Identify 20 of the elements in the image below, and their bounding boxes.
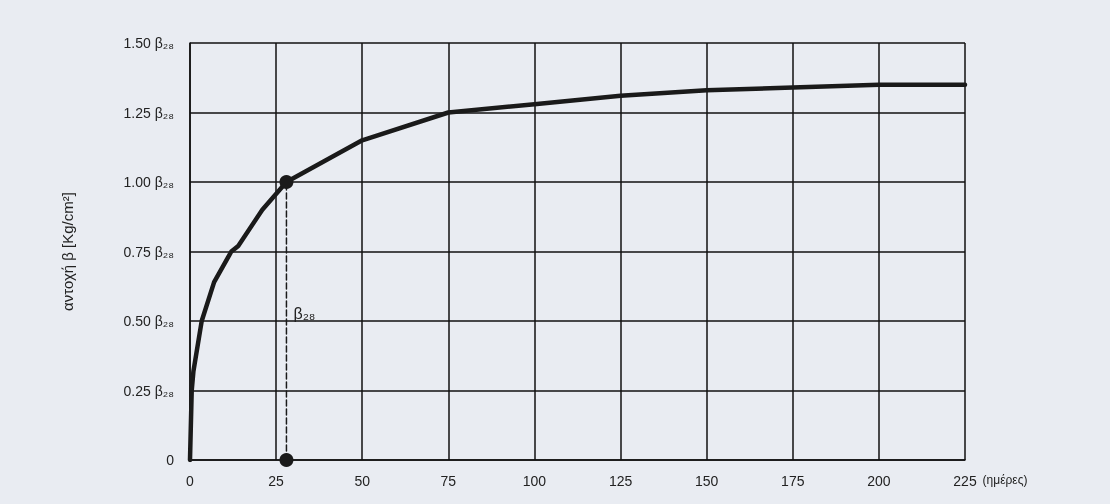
x-tick-label: 125 <box>608 473 633 489</box>
annotation: β₂₈ <box>293 304 316 322</box>
y-tick-label: 0.50 β₂₈ <box>123 313 174 329</box>
x-tick-label: 25 <box>268 473 285 489</box>
x-tick-label: 175 <box>781 473 805 489</box>
x-tick-label: 0 <box>186 473 195 489</box>
x-tick-label: 150 <box>694 473 719 489</box>
y-tick-label: 1.50 β₂₈ <box>123 35 174 51</box>
y-axis-title: αντοχή β [Kg/cm²] <box>59 192 76 311</box>
y-tick-label: 1.00 β₂₈ <box>123 174 174 190</box>
x-tick-label: 225 <box>953 473 977 489</box>
x-tick-label: 75 <box>440 473 457 489</box>
y-tick-label: 1.25 β₂₈ <box>123 104 174 121</box>
x-axis-title: (ημέρες) <box>982 473 1028 487</box>
x-tick-label: 100 <box>522 473 547 489</box>
x-tick-label: 50 <box>354 473 371 489</box>
y-tick-label: 0.25 β₂₈ <box>123 382 174 399</box>
y-tick-label: 0 <box>166 452 175 468</box>
x-tick-label: 200 <box>867 473 891 489</box>
y-tick-label: 0.75 β₂₈ <box>123 243 174 260</box>
